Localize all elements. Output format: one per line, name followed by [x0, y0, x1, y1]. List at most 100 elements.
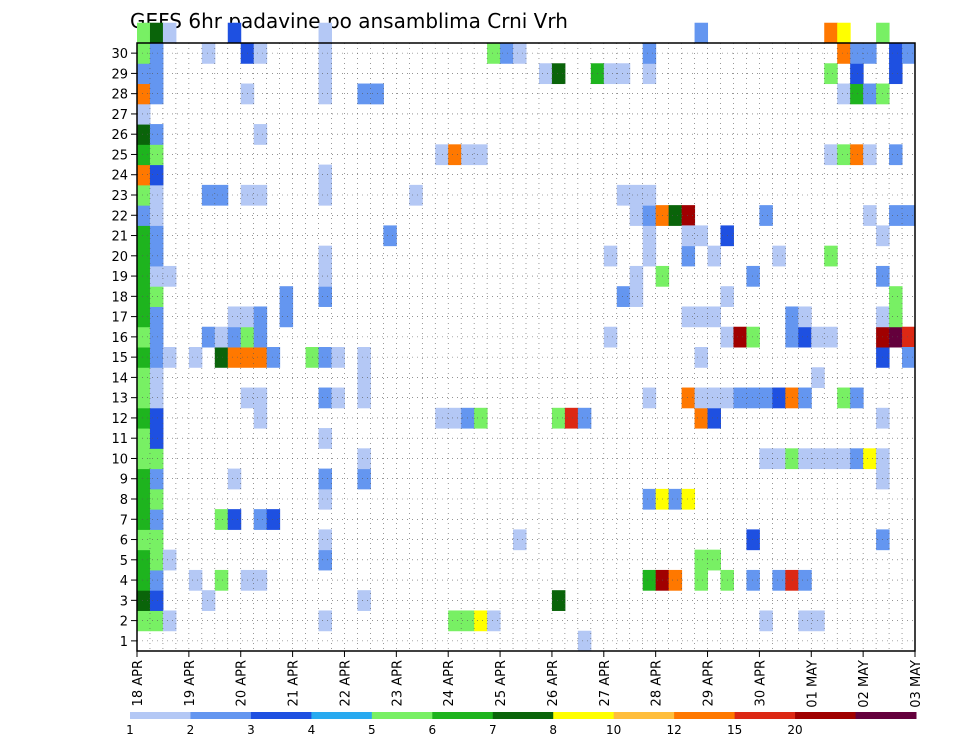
precip-cell [733, 387, 747, 409]
precip-cell [137, 265, 151, 287]
precip-cell [850, 83, 864, 105]
precip-cell [357, 590, 371, 611]
precip-cell [629, 184, 644, 206]
x-tick-label: 18 APR [131, 660, 146, 706]
precip-cell [746, 569, 760, 591]
x-tick-label: 02 MAY [857, 660, 872, 708]
x-tick-label: 26 APR [546, 660, 561, 706]
precip-cell [149, 509, 164, 530]
precip-cell [162, 265, 177, 287]
precip-cell [474, 610, 488, 632]
precip-cell [798, 610, 812, 632]
colorbar-swatch [311, 712, 373, 719]
precip-cell [577, 407, 592, 429]
precip-cell [253, 569, 268, 591]
precip-cell [668, 569, 683, 591]
y-tick-label: 21 [111, 230, 128, 245]
precip-cell [448, 610, 462, 632]
precip-cell [642, 63, 657, 85]
precip-cell [551, 407, 566, 429]
precip-cell [889, 286, 903, 307]
y-tick-label: 25 [111, 148, 128, 163]
colorbar-swatch [613, 712, 675, 719]
precip-cell [746, 529, 760, 551]
colorbar-swatch [553, 712, 615, 719]
colorbar-swatch [734, 712, 796, 719]
precip-cell [137, 347, 151, 368]
precip-cell [227, 306, 242, 328]
precip-cell [772, 569, 786, 591]
precip-cell [149, 610, 164, 632]
precip-cell [435, 144, 449, 166]
precip-cell [707, 245, 721, 267]
precip-cell [137, 549, 151, 571]
precip-cell [227, 22, 242, 44]
precip-cell [149, 367, 164, 389]
precip-cell [149, 22, 164, 44]
precip-cell [318, 184, 332, 206]
precip-cell [694, 225, 709, 247]
x-tick-label: 27 APR [598, 660, 613, 706]
precip-cell [279, 286, 294, 307]
precip-cell [162, 610, 177, 632]
precip-cell [551, 590, 566, 611]
precip-cell [137, 225, 151, 247]
x-tick-label: 28 APR [650, 660, 665, 706]
y-tick-label: 4 [120, 574, 128, 589]
precip-cell [889, 205, 903, 226]
x-tick-label: 22 APR [338, 660, 353, 706]
colorbar-label: 4 [308, 723, 316, 737]
precip-cell [824, 22, 838, 44]
precip-cell [863, 205, 877, 226]
precip-cell [824, 245, 838, 267]
precip-cell [564, 407, 579, 429]
precip-cell [253, 184, 268, 206]
precip-cell [603, 326, 618, 348]
precip-cell [798, 569, 812, 591]
precip-cell [902, 43, 916, 64]
precip-cell [253, 387, 268, 409]
precip-cell [318, 245, 332, 267]
precip-cell [889, 43, 903, 64]
precip-cell [357, 83, 371, 105]
x-tick-label: 30 APR [753, 660, 768, 706]
precip-cell [642, 184, 657, 206]
precip-cell [149, 468, 164, 490]
precip-cell [694, 407, 709, 429]
precip-cell [318, 488, 332, 510]
cell-layer [137, 22, 916, 652]
precip-cell [318, 610, 332, 632]
colorbar-swatch [371, 712, 433, 719]
precip-cell [201, 326, 216, 348]
precip-cell [577, 630, 592, 652]
y-tick-label: 18 [111, 290, 128, 305]
precip-cell [227, 468, 242, 490]
precip-cell [746, 387, 760, 409]
x-tick-label: 29 APR [702, 660, 717, 706]
precip-cell [876, 22, 890, 44]
precip-cell [253, 326, 268, 348]
precip-cell [889, 63, 903, 85]
precip-cell [149, 448, 164, 470]
precip-cell [746, 326, 760, 348]
colorbar-swatch [855, 712, 917, 719]
precip-cell [137, 569, 151, 591]
precip-cell [318, 286, 332, 307]
x-axis: 18 APR 19 APR 20 APR 21 APR 22 APR 23 APR 24 A… [131, 651, 924, 708]
precip-cell [137, 468, 151, 490]
precip-cell [137, 43, 151, 64]
precip-cell [318, 22, 332, 44]
precip-cell [331, 387, 345, 409]
x-tick-label: 03 MAY [909, 660, 924, 708]
precip-cell [149, 164, 164, 186]
precip-cell [137, 326, 151, 348]
precip-cell [137, 428, 151, 449]
precip-cell [694, 306, 709, 328]
precip-cell [500, 43, 514, 64]
precip-cell [902, 347, 916, 368]
precip-cell [149, 225, 164, 247]
precip-cell [279, 306, 294, 328]
precip-cell [603, 245, 618, 267]
precip-cell [253, 509, 268, 530]
precip-cell [357, 468, 371, 490]
